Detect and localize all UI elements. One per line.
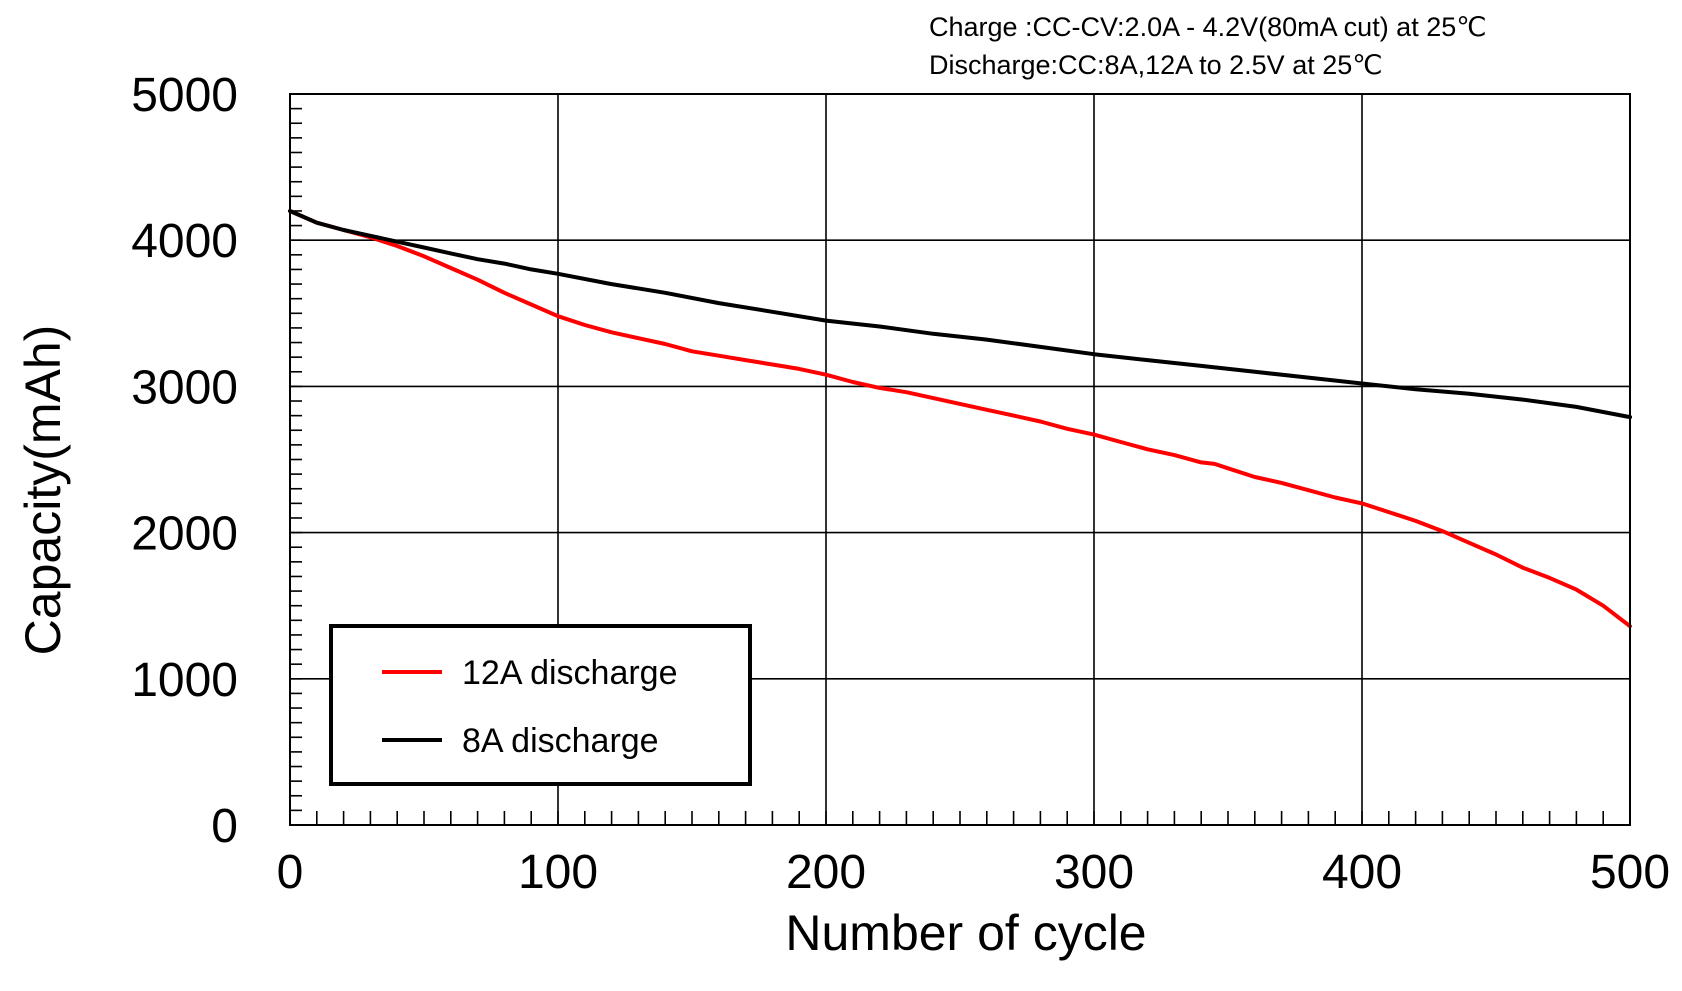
series-line-1 [288,209,1632,420]
y-axis-title: Capacity(mAh) [15,325,71,656]
axes [289,93,1631,826]
series-layer [288,209,1632,629]
x-tick-label: 0 [277,846,304,899]
y-tick-label: 0 [211,800,238,853]
x-tick-label: 500 [1590,846,1670,899]
x-tick-label: 300 [1054,846,1134,899]
minor-ticks [290,107,1604,825]
y-tick-label: 4000 [131,215,238,268]
plot-frame [289,93,1631,826]
series-line-0 [288,209,1632,629]
legend: 12A discharge 8A discharge [329,624,752,786]
y-tick-label: 1000 [131,654,238,707]
y-tick-label: 3000 [131,361,238,414]
discharge-annotation: Discharge:CC:8A,12A to 2.5V at 25℃ [929,50,1383,80]
x-tick-label: 100 [518,846,598,899]
y-tick-label: 2000 [131,508,238,561]
x-tick-label: 200 [786,846,866,899]
charge-annotation: Charge :CC-CV:2.0A - 4.2V(80mA cut) at 2… [929,12,1487,42]
x-axis-title: Number of cycle [785,905,1146,961]
x-tick-label: 400 [1322,846,1402,899]
legend-label-12a: 12A discharge [462,654,678,692]
legend-label-8a: 8A discharge [462,722,659,760]
y-tick-label: 5000 [131,69,238,122]
legend-box [329,624,752,786]
